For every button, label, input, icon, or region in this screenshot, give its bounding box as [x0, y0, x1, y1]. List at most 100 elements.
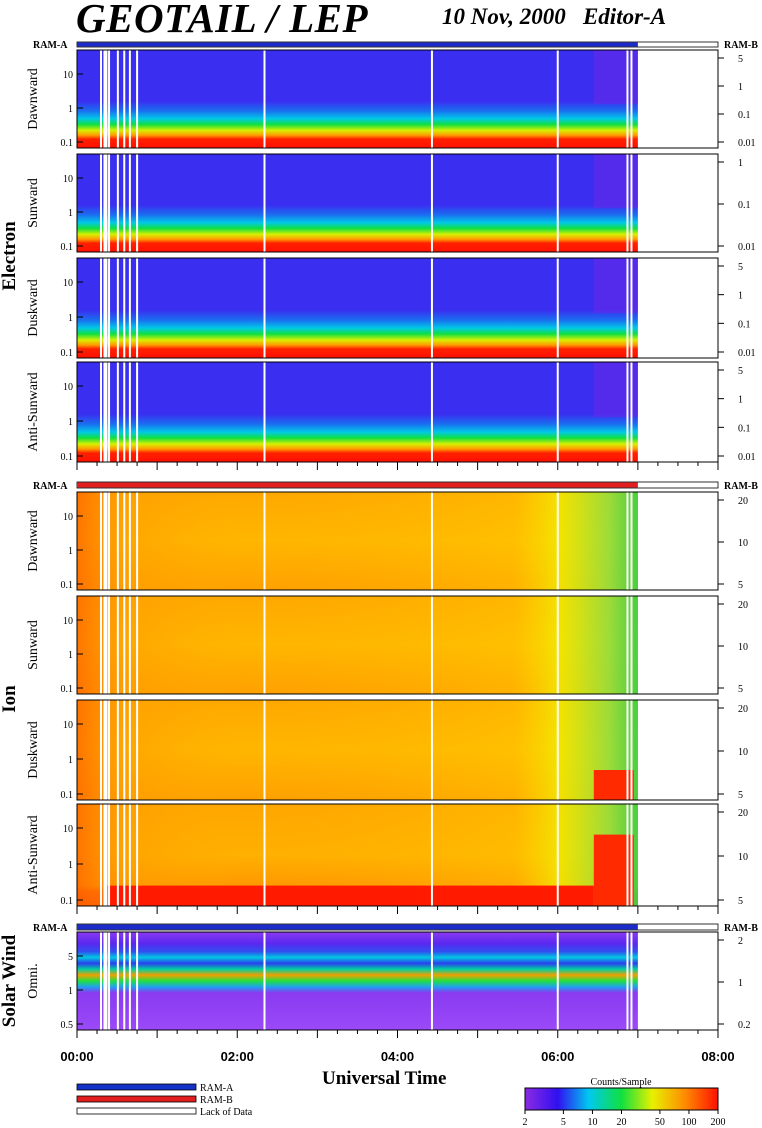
right-tick-label: 0.1	[738, 423, 751, 434]
spectrogram-data	[77, 50, 638, 148]
data-gap	[430, 932, 433, 1030]
data-gap	[430, 362, 433, 462]
data-gap	[630, 596, 633, 694]
data-gap	[108, 804, 111, 906]
left-tick-label: 1	[68, 860, 73, 871]
panel-frame	[76, 491, 719, 591]
data-gap	[430, 50, 433, 148]
data-gap	[108, 362, 111, 462]
spectrogram-shading	[77, 596, 638, 694]
panel-label: Duskward	[26, 279, 41, 337]
data-gap	[103, 154, 108, 252]
data-gap	[626, 932, 629, 1030]
data-gap	[630, 154, 633, 252]
data-gap	[263, 492, 266, 590]
data-gap	[263, 932, 266, 1030]
left-tick-label: 1	[68, 313, 73, 324]
legend-swatch	[76, 1107, 197, 1115]
data-gap	[116, 804, 119, 906]
right-tick-label: 0.01	[738, 138, 756, 149]
left-tick-label: 0.1	[61, 580, 74, 591]
data-gap	[136, 804, 139, 906]
data-gap	[116, 50, 119, 148]
data-gap	[108, 154, 111, 252]
ram-bar	[77, 924, 638, 930]
data-gap	[123, 50, 126, 148]
data-gap	[108, 596, 111, 694]
x-tick-label: 00:00	[60, 1049, 93, 1064]
ram-right-label: RAM-B	[724, 923, 758, 934]
right-tick-label: 1	[738, 395, 743, 406]
data-gap	[128, 362, 131, 462]
ram-left-label: RAM-A	[33, 923, 68, 934]
spectrogram-shading	[77, 700, 638, 800]
data-gap	[108, 932, 111, 1030]
spectrogram-data	[77, 258, 638, 358]
x-tick-label: 08:00	[701, 1049, 734, 1064]
panel-label: Dawnward	[26, 510, 41, 571]
data-gap	[108, 492, 111, 590]
panel-label: Sunward	[26, 178, 41, 228]
chart-subtitle: 10 Nov, 2000 Editor-A	[442, 4, 667, 29]
data-gap	[123, 804, 126, 906]
data-gap	[136, 362, 139, 462]
data-gap	[136, 50, 139, 148]
chart-title: GEOTAIL / LEP	[76, 0, 368, 41]
left-tick-label: 0.1	[61, 896, 74, 907]
ram-right-label: RAM-B	[724, 40, 758, 51]
data-gap	[123, 700, 126, 800]
data-gap	[123, 932, 126, 1030]
legend-label: RAM-B	[200, 1095, 233, 1106]
spectrogram-shading	[77, 492, 638, 590]
group-label: Ion	[0, 685, 20, 713]
data-gap	[556, 932, 559, 1030]
data-gap	[263, 804, 266, 906]
left-tick-label: 5	[68, 952, 73, 963]
left-tick-label: 0.1	[61, 452, 74, 463]
panel-label: Omni.	[26, 963, 41, 998]
right-tick-label: 10	[738, 538, 748, 549]
data-gap	[430, 258, 433, 358]
data-gap	[103, 700, 108, 800]
panel-label: Anti-Sunward	[26, 815, 41, 894]
left-tick-label: 1	[68, 755, 73, 766]
spectrogram-data	[77, 154, 638, 252]
right-tick-label: 20	[738, 600, 748, 611]
data-gap	[556, 258, 559, 358]
legend-swatch	[76, 1083, 197, 1091]
left-tick-label: 10	[63, 278, 73, 289]
data-gap	[626, 362, 629, 462]
left-tick-label: 1	[68, 104, 73, 115]
data-gap	[263, 596, 266, 694]
data-gap	[626, 492, 629, 590]
left-tick-label: 0.1	[61, 242, 74, 253]
left-tick-label: 1	[68, 208, 73, 219]
data-gap	[116, 258, 119, 358]
data-gap	[103, 932, 108, 1030]
data-gap	[556, 362, 559, 462]
right-tick-label: 2	[738, 936, 743, 947]
legend-label: Lack of Data	[200, 1107, 253, 1118]
panel-frame	[76, 595, 719, 695]
data-gap	[626, 154, 629, 252]
right-tick-label: 1	[738, 82, 743, 93]
left-tick-label: 10	[63, 174, 73, 185]
left-tick-label: 1	[68, 986, 73, 997]
data-gap	[626, 804, 629, 906]
right-tick-label: 20	[738, 496, 748, 507]
colorbar-label: Counts/Sample	[590, 1077, 652, 1088]
data-gap	[626, 700, 629, 800]
data-gap	[103, 362, 108, 462]
ram-bar	[77, 42, 638, 47]
data-gap	[128, 932, 131, 1030]
data-gap	[103, 492, 108, 590]
data-gap	[430, 804, 433, 906]
right-tick-label: 5	[738, 262, 743, 273]
colorbar-tick-label: 200	[711, 1117, 726, 1128]
data-gap	[100, 362, 103, 462]
data-gap	[263, 154, 266, 252]
data-gap	[263, 50, 266, 148]
data-gap	[430, 596, 433, 694]
data-gap	[136, 700, 139, 800]
data-gap	[116, 492, 119, 590]
